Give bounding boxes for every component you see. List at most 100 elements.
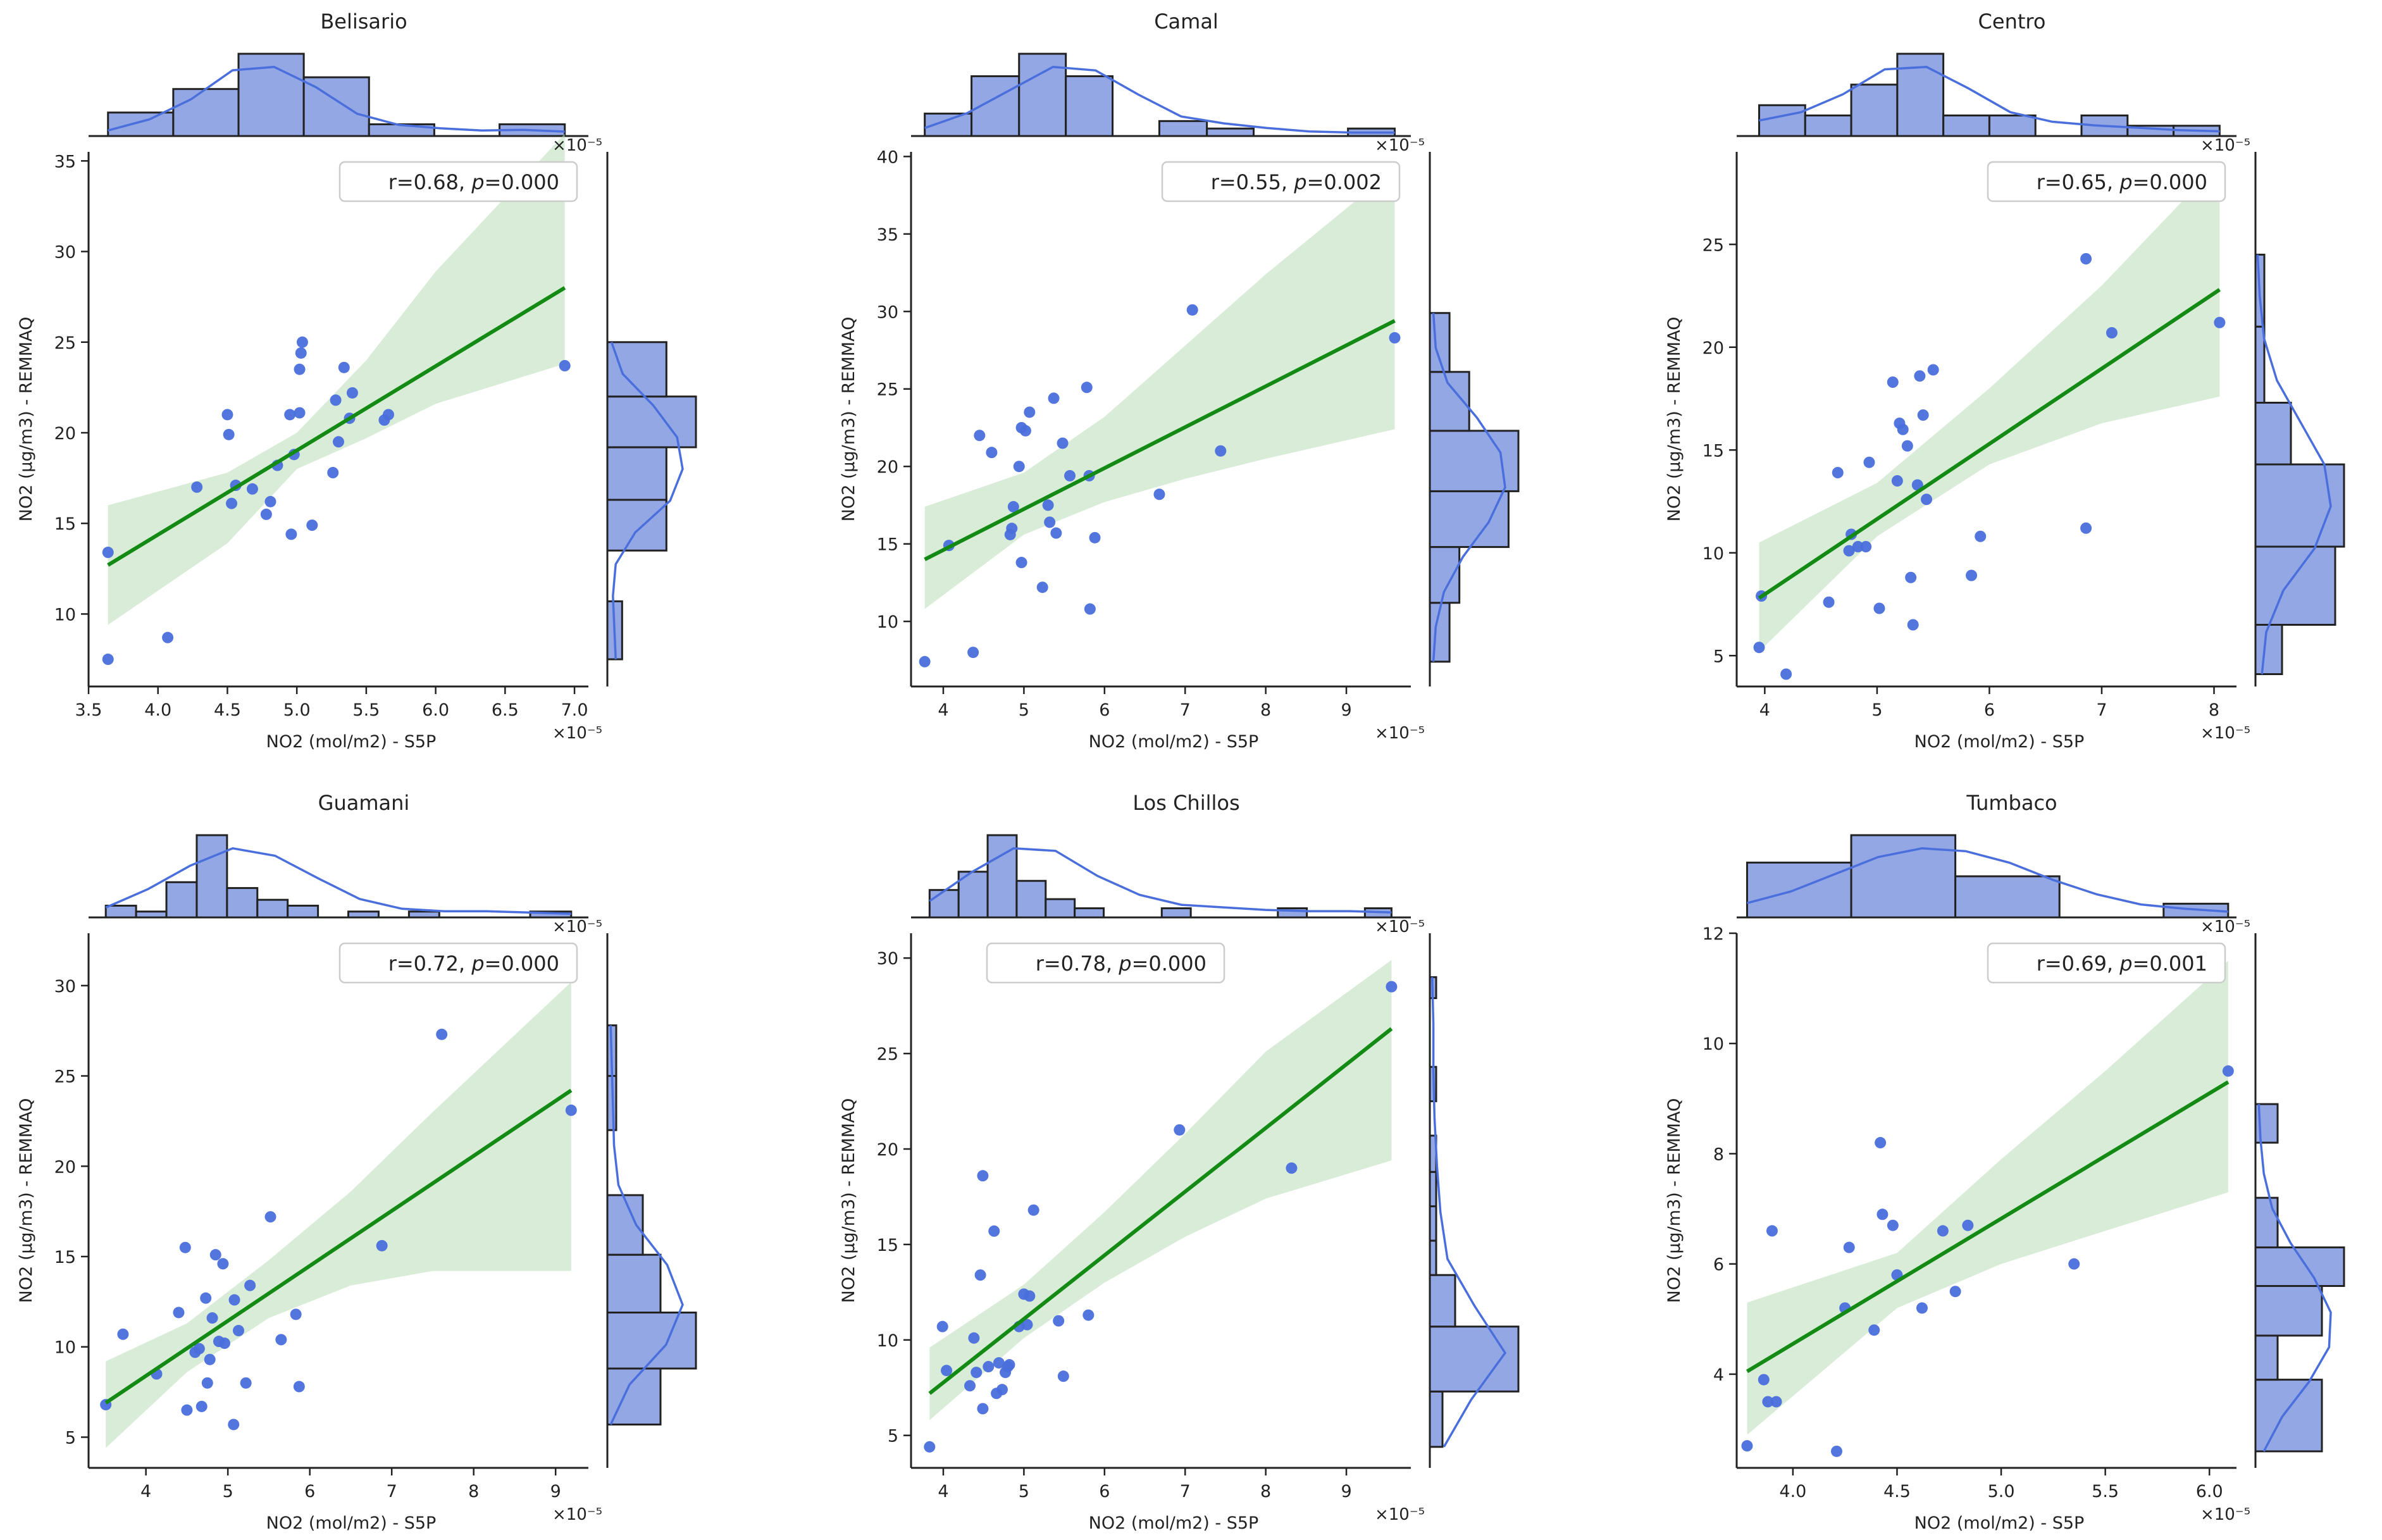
scatter-point — [1389, 332, 1401, 344]
stat-p-equals: = — [2133, 170, 2150, 194]
top-kde-curve — [1759, 66, 2220, 133]
x-tick-label: 9 — [1341, 700, 1351, 720]
x-axis-label: NO2 (mol/m2) - S5P — [266, 732, 437, 752]
x-tick-label: 5.5 — [352, 700, 380, 720]
regression-line — [1758, 288, 2221, 600]
x-tick-label: 7 — [1180, 700, 1191, 720]
y-tick-label: 30 — [877, 949, 898, 969]
stat-separator: , — [459, 170, 471, 194]
scatter-point — [565, 1104, 577, 1116]
side-histogram-bar — [2254, 1246, 2345, 1288]
y-tick-label: 10 — [54, 605, 76, 624]
scatter-point — [2222, 1065, 2234, 1077]
top-histogram-bar — [195, 834, 228, 919]
scatter-point — [217, 1258, 229, 1270]
scatter-point — [244, 1279, 256, 1291]
y-tick-label: 25 — [54, 1067, 76, 1087]
stat-r-value: 0.65 — [2062, 170, 2107, 194]
top-kde-curve — [929, 847, 1392, 914]
scatter-point — [376, 1239, 388, 1251]
scatter-point — [1843, 545, 1855, 557]
scatter-point — [294, 407, 306, 419]
x-scale-label-bottom: ×10⁻⁵ — [2200, 1505, 2250, 1524]
scatter-point — [294, 363, 306, 375]
x-tick-label: 5 — [223, 1482, 233, 1501]
scatter-point — [1089, 531, 1101, 543]
x-scale-label-top: ×10⁻⁵ — [2200, 917, 2250, 936]
stat-p-value: 0.000 — [2149, 170, 2207, 194]
scatter-point — [200, 1292, 212, 1304]
side-kde-curve — [1430, 977, 1507, 1448]
scatter-point — [1863, 456, 1875, 468]
scatter-point — [327, 467, 339, 478]
y-axis-label: NO2 (µg/m3) - REMMAQ — [839, 317, 859, 522]
scatter-point — [1887, 376, 1899, 388]
top-histogram-bar — [1015, 879, 1047, 919]
scatter-point — [2080, 253, 2092, 264]
scatter-point — [264, 495, 276, 507]
scatter-point — [1860, 541, 1872, 552]
x-scale-label-bottom: ×10⁻⁵ — [1375, 1505, 1425, 1524]
chart-title: Centro — [1978, 9, 2046, 34]
y-tick-label: 40 — [877, 147, 898, 167]
stat-r-prefix: r= — [388, 170, 414, 194]
top-histogram-bar — [1206, 127, 1255, 137]
x-tick-label: 5 — [1019, 700, 1029, 720]
scatter-point — [218, 1338, 230, 1350]
x-tick-label: 8 — [1260, 1482, 1271, 1501]
scatter-point — [983, 1361, 995, 1373]
top-histogram-bar — [957, 871, 989, 919]
y-tick-label: 15 — [1703, 441, 1724, 461]
scatter-point — [986, 447, 998, 459]
y-tick-label: 20 — [1703, 338, 1724, 358]
scatter-point — [204, 1353, 216, 1365]
x-tick-label: 4 — [1759, 700, 1770, 720]
y-tick-label: 30 — [877, 302, 898, 322]
scatter-point — [1891, 475, 1903, 487]
stat-r-prefix: r= — [388, 952, 414, 976]
jointplot-panel: 3.5 4.0 4.5 5.0 5.5 6.0 6.5 7.0 10 15 20 25 30 35 ×10⁻… — [16, 9, 697, 752]
stat-p-symbol: p — [471, 170, 484, 194]
stat-separator: , — [1281, 170, 1294, 194]
side-kde-curve — [609, 1025, 684, 1425]
x-tick-label: 7 — [387, 1482, 397, 1501]
top-kde-curve — [924, 66, 1395, 134]
top-histogram-bar — [1065, 75, 1114, 137]
regression-line — [1746, 1080, 2230, 1374]
scatter-point — [228, 1294, 240, 1306]
scatter-point — [285, 528, 297, 540]
y-tick-label: 15 — [54, 514, 76, 534]
stat-r-value: 0.78 — [1061, 952, 1106, 976]
scatter-point — [1286, 1162, 1298, 1174]
scatter-point — [209, 1249, 221, 1261]
stat-p-value: 0.002 — [1324, 170, 1382, 194]
x-axis-label: NO2 (mol/m2) - S5P — [1914, 1513, 2085, 1533]
y-tick-label: 5 — [1713, 647, 1724, 666]
scatter-point — [1024, 406, 1036, 418]
scatter-point — [924, 1441, 936, 1453]
jointplot-panel: 4 5 6 7 8 9 5 10 15 20 25 30 ×10⁻⁵ ×10⁻⁵ Los Chillos NO… — [839, 791, 1520, 1533]
x-tick-label: 7.0 — [561, 700, 588, 720]
scatter-point — [1901, 440, 1913, 452]
top-histogram-bar — [1850, 84, 1899, 137]
top-histogram-bar — [1160, 907, 1192, 919]
y-tick-label: 15 — [877, 535, 898, 555]
stats-legend-text: r=0.72, p=0.000 — [388, 952, 559, 976]
scatter-point — [1386, 981, 1398, 993]
stats-legend-text: r=0.68, p=0.000 — [388, 170, 559, 194]
y-axis-label: NO2 (µg/m3) - REMMAQ — [16, 1098, 36, 1303]
x-tick-label: 8 — [468, 1482, 479, 1501]
stat-p-value: 0.000 — [501, 952, 559, 976]
stat-p-equals: = — [485, 952, 502, 976]
scatter-point — [988, 1225, 1000, 1237]
y-tick-label: 10 — [877, 1331, 898, 1351]
y-tick-label: 8 — [1713, 1145, 1724, 1164]
scatter-point — [1006, 523, 1018, 535]
scatter-point — [1975, 530, 1987, 542]
stat-r-value: 0.68 — [414, 170, 459, 194]
scatter-point — [226, 497, 238, 509]
scatter-point — [1050, 527, 1062, 539]
top-kde-curve — [105, 847, 571, 915]
top-histogram-bar — [104, 904, 137, 919]
